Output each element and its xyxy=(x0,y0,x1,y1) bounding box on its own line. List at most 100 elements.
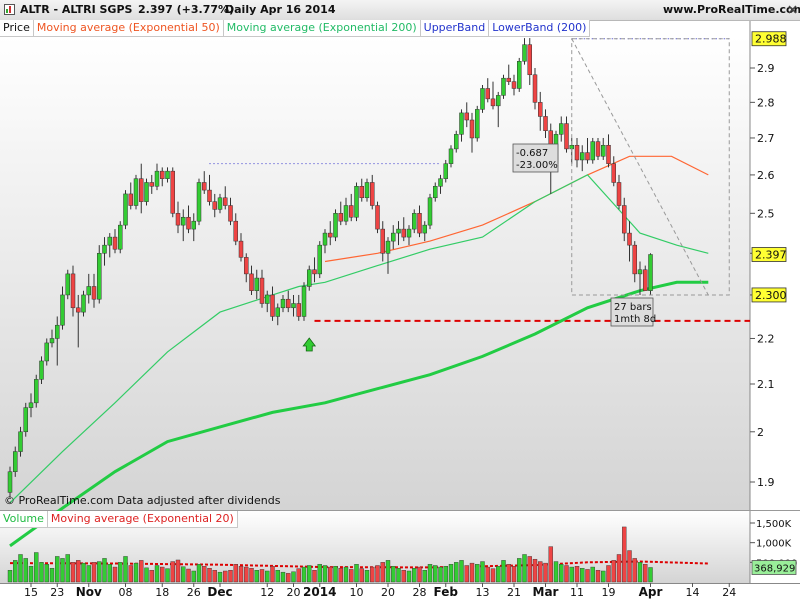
site-name: www.ProRealTime.com xyxy=(663,3,800,16)
candle-body xyxy=(259,277,265,304)
volume-bar xyxy=(464,565,469,583)
volume-bar xyxy=(39,562,44,583)
candle-body xyxy=(359,186,364,199)
volume-bar xyxy=(517,558,522,583)
price-highlight-box xyxy=(751,247,787,262)
legend-volume[interactable]: Volume xyxy=(0,511,48,527)
volume-bar xyxy=(328,566,333,583)
candle-body xyxy=(622,205,627,234)
volume-bar xyxy=(438,566,443,583)
date-tick-label: 20 xyxy=(381,586,395,599)
volume-bar xyxy=(375,565,380,583)
candle-body xyxy=(286,298,291,309)
volume-bar xyxy=(354,564,359,583)
legend-price[interactable]: Price xyxy=(0,20,34,36)
candle-body xyxy=(454,134,459,150)
candle-body xyxy=(217,197,223,210)
date-tick-label: 20 xyxy=(287,586,301,599)
candle-body xyxy=(223,197,228,206)
candle-body xyxy=(637,269,643,275)
candle-body xyxy=(149,182,154,187)
ma-line-1 xyxy=(9,174,709,504)
volume-bar xyxy=(595,570,601,583)
volume-bar xyxy=(18,554,23,583)
volume-bar xyxy=(223,570,228,583)
candle-body xyxy=(501,77,506,96)
volume-bar xyxy=(343,566,349,583)
candle-body xyxy=(385,240,391,254)
volume-bar xyxy=(448,564,454,583)
candle-body xyxy=(417,213,422,234)
candle-body xyxy=(396,228,401,234)
candle-body xyxy=(39,360,44,380)
date-axis-panel xyxy=(0,583,800,600)
chart-levels xyxy=(209,38,750,322)
date-tick-label: 15 xyxy=(24,586,38,599)
date-tick-label: 19 xyxy=(602,586,616,599)
candle-body xyxy=(606,144,611,164)
candle-body xyxy=(91,286,97,300)
volume-bar xyxy=(175,559,181,583)
volume-bar xyxy=(81,562,86,583)
candle-body xyxy=(123,193,128,226)
volume-bar xyxy=(133,562,139,583)
price-highlight-label: 2.300 xyxy=(755,289,787,302)
candle-body xyxy=(144,182,149,202)
candle-body xyxy=(23,407,28,433)
date-tick-label: 14 xyxy=(686,586,700,599)
volume-bar xyxy=(480,561,485,583)
volume-bar xyxy=(511,566,517,583)
volume-bar xyxy=(401,570,406,583)
date-tick-label: 11 xyxy=(570,586,584,599)
candle-body xyxy=(112,236,118,250)
candle-body xyxy=(343,205,349,222)
volume-bar xyxy=(580,568,585,583)
close-icon[interactable] xyxy=(787,4,798,15)
volume-bar xyxy=(181,566,186,583)
volume-bar xyxy=(391,566,396,583)
candle-body xyxy=(280,298,286,309)
legend-lowerband[interactable]: LowerBand (200) xyxy=(489,20,591,36)
candle-body xyxy=(380,228,385,254)
price-tick-label: 2 xyxy=(757,426,764,439)
volume-bar xyxy=(422,570,427,583)
candle-body xyxy=(128,193,133,206)
price-tick-label: 2.7 xyxy=(757,132,775,145)
candle-body xyxy=(165,170,170,179)
candle-body xyxy=(611,163,616,183)
candle-body xyxy=(196,182,202,222)
volume-bar xyxy=(548,546,553,583)
candle-body xyxy=(459,112,464,135)
volume-bar xyxy=(28,566,34,583)
title-bar: ALTR - ALTRI SGPS 2.397 (+3.77%) Daily A… xyxy=(0,0,800,21)
volume-bar xyxy=(97,561,102,583)
price-tick-label: 2.6 xyxy=(757,169,775,182)
candle-body xyxy=(648,254,653,291)
move-value-label: -0.687 xyxy=(516,148,548,159)
legend-ema20[interactable]: Moving average (Exponential 20) xyxy=(47,511,238,527)
volume-bar xyxy=(118,562,123,583)
volume-bar xyxy=(280,571,286,583)
price-tick-label: 2.5 xyxy=(757,207,775,220)
volume-bar xyxy=(601,570,606,583)
candle-body xyxy=(627,232,632,246)
candle-body xyxy=(438,178,443,187)
legend-ema200[interactable]: Moving average (Exponential 200) xyxy=(223,20,421,36)
candle-body xyxy=(580,152,585,161)
chart-axes: 1.922.12.22.32.42.52.62.72.82.92.9882.39… xyxy=(24,31,797,599)
candle-body xyxy=(490,98,496,107)
candle-body xyxy=(590,141,595,161)
volume-bar xyxy=(506,564,511,583)
price-tick-label: 2.8 xyxy=(757,96,775,109)
volume-current-box xyxy=(751,560,797,575)
price-panel xyxy=(0,36,750,510)
candle-body xyxy=(18,431,23,452)
date-tick-label: Mar xyxy=(533,585,559,599)
legend-upperband[interactable]: UpperBand xyxy=(420,20,490,36)
legend-ema50[interactable]: Moving average (Exponential 50) xyxy=(33,20,224,36)
bars-label-box xyxy=(610,297,654,327)
volume-bar xyxy=(574,566,580,583)
symbol-title: ALTR - ALTRI SGPS xyxy=(20,3,133,16)
candle-body xyxy=(97,253,102,300)
